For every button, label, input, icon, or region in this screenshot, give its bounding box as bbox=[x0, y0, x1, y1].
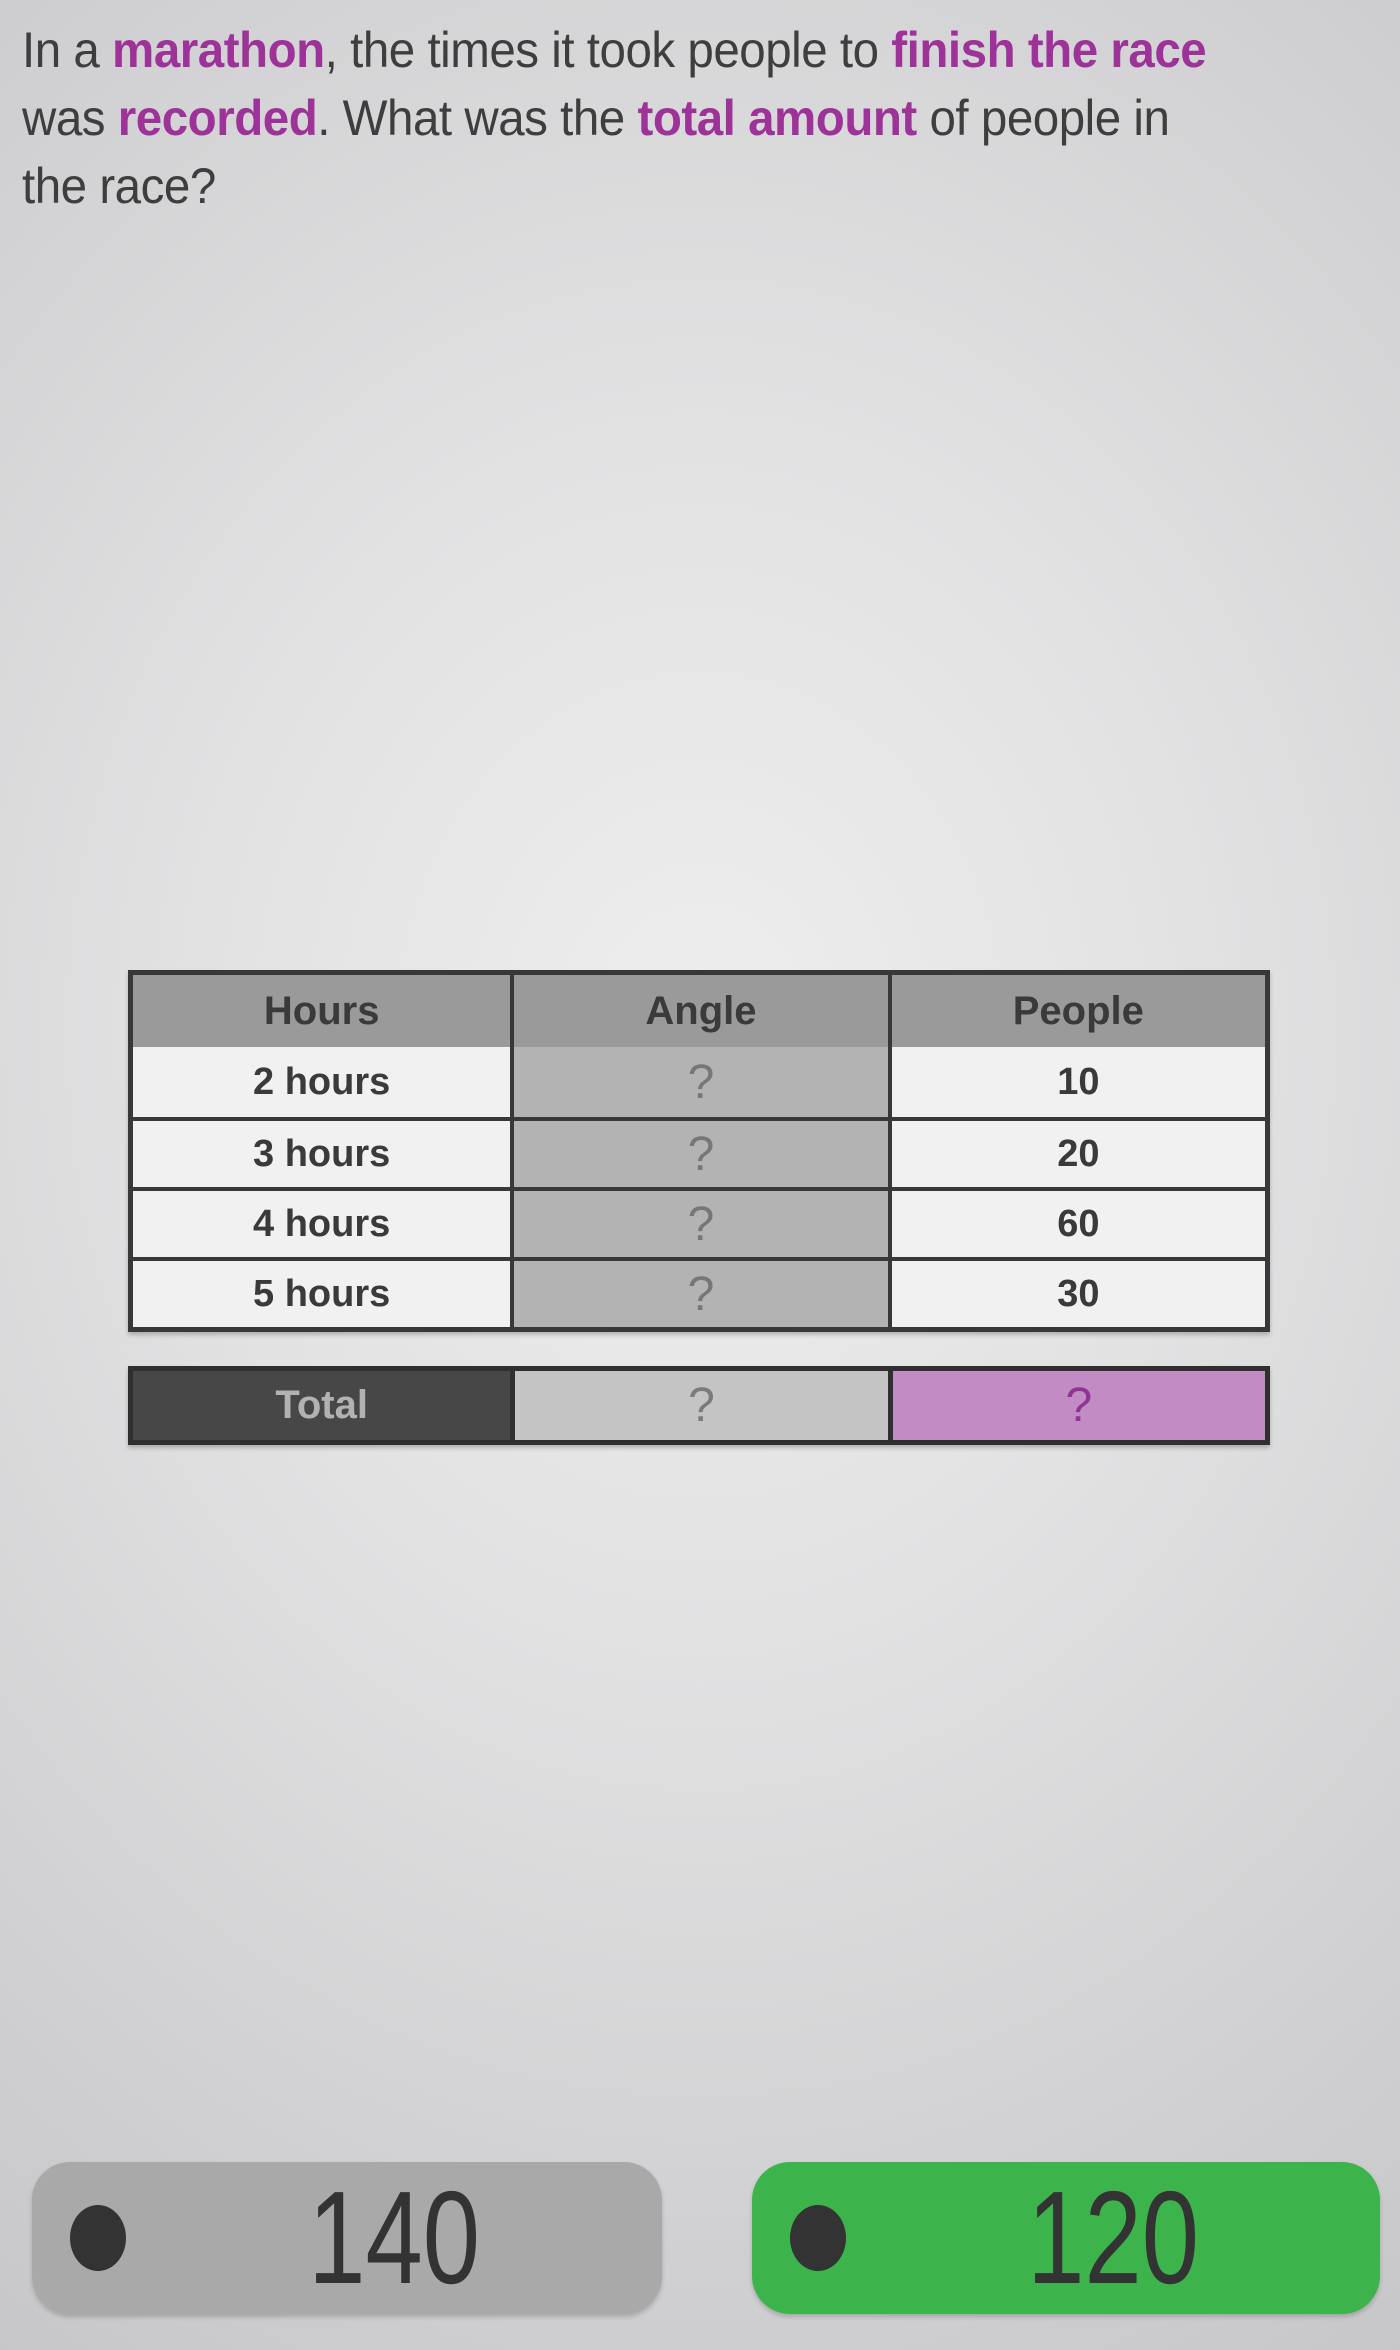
hours-cell: 3 hours bbox=[133, 1117, 511, 1187]
people-cell: 10 bbox=[887, 1047, 1265, 1117]
question-segment: was bbox=[22, 90, 118, 146]
hours-cell: 2 hours bbox=[133, 1047, 511, 1117]
question-segment: In a bbox=[22, 22, 113, 78]
table-header-row: Hours Angle People bbox=[133, 975, 1265, 1047]
people-cell: 20 bbox=[887, 1117, 1265, 1187]
total-angle-cell: ? bbox=[510, 1371, 888, 1440]
question-segment: . What was the bbox=[317, 90, 638, 146]
total-row: Total ? ? bbox=[128, 1366, 1270, 1445]
answer-options: 140 120 bbox=[0, 2162, 1400, 2314]
column-header-people: People bbox=[887, 975, 1265, 1047]
question-highlight: recorded bbox=[117, 90, 318, 146]
question-segment: , the times it took people to bbox=[324, 22, 892, 78]
column-header-hours: Hours bbox=[133, 975, 511, 1047]
table-row: 3 hours? 20 bbox=[133, 1117, 1265, 1187]
question-highlight: finish the race bbox=[891, 22, 1207, 78]
question-highlight: total amount bbox=[637, 90, 917, 146]
question-text: In a marathon, the times it took people … bbox=[22, 16, 1390, 220]
radio-bullet-icon bbox=[70, 2205, 126, 2271]
people-cell: 60 bbox=[887, 1187, 1265, 1257]
question-line: was recorded. What was the total amount … bbox=[22, 84, 1322, 152]
angle-cell: ? bbox=[510, 1187, 888, 1257]
table-row: 4 hours? 60 bbox=[133, 1187, 1265, 1257]
table-row: 2 hours? 10 bbox=[133, 1047, 1265, 1117]
question-segment: of people in bbox=[916, 90, 1170, 146]
total-label-cell: Total bbox=[133, 1371, 511, 1440]
answer-label: 120 bbox=[1027, 2164, 1199, 2311]
table-row: 5 hours? 30 bbox=[133, 1257, 1265, 1327]
total-people-cell: ? bbox=[887, 1371, 1265, 1440]
angle-cell: ? bbox=[510, 1257, 888, 1327]
hours-cell: 4 hours bbox=[133, 1187, 511, 1257]
hours-cell: 5 hours bbox=[133, 1257, 511, 1327]
question-line: the race? bbox=[22, 152, 1322, 220]
angle-cell: ? bbox=[510, 1047, 888, 1117]
question-line: In a marathon, the times it took people … bbox=[22, 16, 1322, 84]
question-highlight: marathon bbox=[112, 22, 325, 78]
answer-button-140[interactable]: 140 bbox=[32, 2162, 662, 2314]
question-segment: the race? bbox=[22, 158, 216, 214]
answer-label: 140 bbox=[308, 2164, 480, 2311]
data-table: Hours Angle People 2 hours? 10 3 hours? 20 4… bbox=[128, 970, 1270, 1332]
radio-bullet-icon bbox=[790, 2205, 846, 2271]
column-header-angle: Angle bbox=[510, 975, 888, 1047]
angle-cell: ? bbox=[510, 1117, 888, 1187]
people-cell: 30 bbox=[887, 1257, 1265, 1327]
answer-button-120[interactable]: 120 bbox=[752, 2162, 1380, 2314]
